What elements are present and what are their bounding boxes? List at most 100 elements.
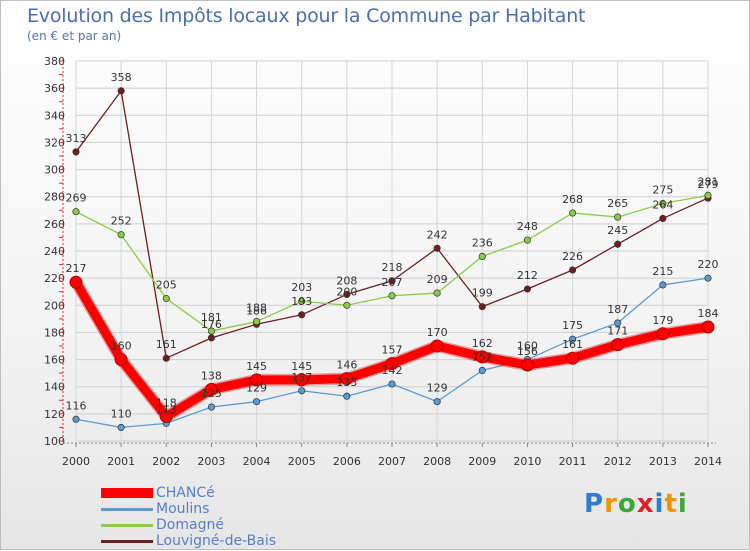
data-label: 137 [291,371,312,384]
y-tick-label: 240 [44,245,65,258]
series-domagn--point [388,292,396,300]
x-tick-label: 2001 [107,455,135,468]
data-label: 209 [427,273,448,286]
data-label: 116 [66,399,87,412]
data-label: 145 [246,360,267,373]
proxiti-logo: Proxiti [584,489,688,519]
data-label: 313 [66,132,87,145]
series-chanc--point [701,320,715,334]
series-moulins-point [298,387,306,395]
data-label: 186 [246,304,267,317]
data-label: 207 [382,276,403,289]
series-louvign-de-bais-point [433,244,441,252]
data-label: 145 [291,360,312,373]
series-louvign-de-bais-point [117,87,125,95]
series-chanc--point [159,410,173,424]
data-label: 160 [517,340,538,353]
y-tick-label: 340 [44,109,65,122]
series-domagn--point [253,318,261,326]
data-label: 160 [111,340,132,353]
series-louvign-de-bais-point [523,285,531,293]
series-moulins-point [478,366,486,374]
series-domagn--point [117,231,125,239]
series-chanc--point [385,357,399,371]
data-label: 176 [201,318,222,331]
chart-series [69,87,715,431]
x-tick-label: 2009 [468,455,496,468]
series-moulins-point [704,274,712,282]
series-chanc--point [295,373,309,387]
series-domagn--point [659,199,667,208]
data-label: 157 [382,344,403,357]
y-tick-label: 280 [44,191,65,204]
data-label: 275 [652,184,673,197]
data-label: 205 [156,279,177,292]
brand-letter: x [636,489,655,519]
series-chanc--point [114,353,128,367]
y-tick-label: 360 [44,82,65,95]
x-tick-label: 2000 [62,455,90,468]
series-domagn--point [207,327,215,335]
series-chanc--point [430,339,444,353]
data-label: 179 [652,314,673,327]
y-tick-label: 160 [44,354,65,367]
data-label: 217 [66,262,87,275]
series-moulins-point [614,319,622,327]
legend-swatch-moulins [101,508,153,511]
brand-letter: P [584,489,605,519]
series-domagn--point [433,289,441,297]
series-louvign-de-bais-point [569,266,577,274]
data-label: 142 [382,364,403,377]
legend-swatch-chance [101,488,153,498]
series-louvign-de-bais-point [659,214,667,222]
data-label: 161 [156,338,177,351]
data-label: 200 [336,285,357,298]
x-tick-label: 2002 [152,455,180,468]
series-chanc--point [475,350,489,364]
data-label: 110 [111,407,132,420]
chart-data-labels: 313 358 161 176 186 193 208 218 242 199 212 226 245 2… [66,71,719,421]
series-domagn--point [298,297,306,305]
legend-label-louvigne: Louvigné-de-Bais [156,533,277,549]
data-label: 281 [698,175,719,188]
data-label: 188 [246,302,267,315]
series-moulins-point [117,423,125,431]
legend-swatch-domagne [101,524,153,527]
data-label: 203 [291,281,312,294]
series-chanc--point [340,372,354,386]
series-moulins-point [253,398,261,406]
series-chanc--point [611,338,625,352]
brand-letter: i [654,489,665,519]
series-louvign-de-bais-point [614,240,622,248]
data-label: 133 [336,376,357,389]
data-label: 264 [652,198,673,211]
y-tick-label: 120 [44,408,65,421]
series-louvign-de-bais-point [478,303,486,311]
x-tick-label: 2012 [604,455,632,468]
brand-letter: r [604,489,618,519]
data-label: 245 [607,224,628,237]
x-tick-label: 2006 [333,455,361,468]
chart-title: Evolution des Impôts locaux pour la Comm… [27,5,586,27]
data-label: 138 [201,369,222,382]
y-tick-label: 100 [44,435,65,448]
data-label: 152 [472,350,493,363]
data-label: 208 [336,274,357,287]
data-label: 129 [246,382,267,395]
x-tick-label: 2014 [694,455,722,468]
x-tick-label: 2003 [197,455,225,468]
legend-label-domagne: Domagné [156,517,224,533]
series-chanc--point [69,275,83,289]
data-label: 129 [427,382,448,395]
data-label: 161 [562,338,583,351]
brand-letter: o [617,489,637,519]
data-label: 226 [562,250,583,263]
series-domagn--point [343,301,351,309]
series-chanc--point [250,373,264,387]
series-chanc--point [204,382,218,396]
data-label: 156 [517,345,538,358]
x-tick-label: 2011 [559,455,587,468]
series-louvign-de-bais-point [207,334,215,342]
